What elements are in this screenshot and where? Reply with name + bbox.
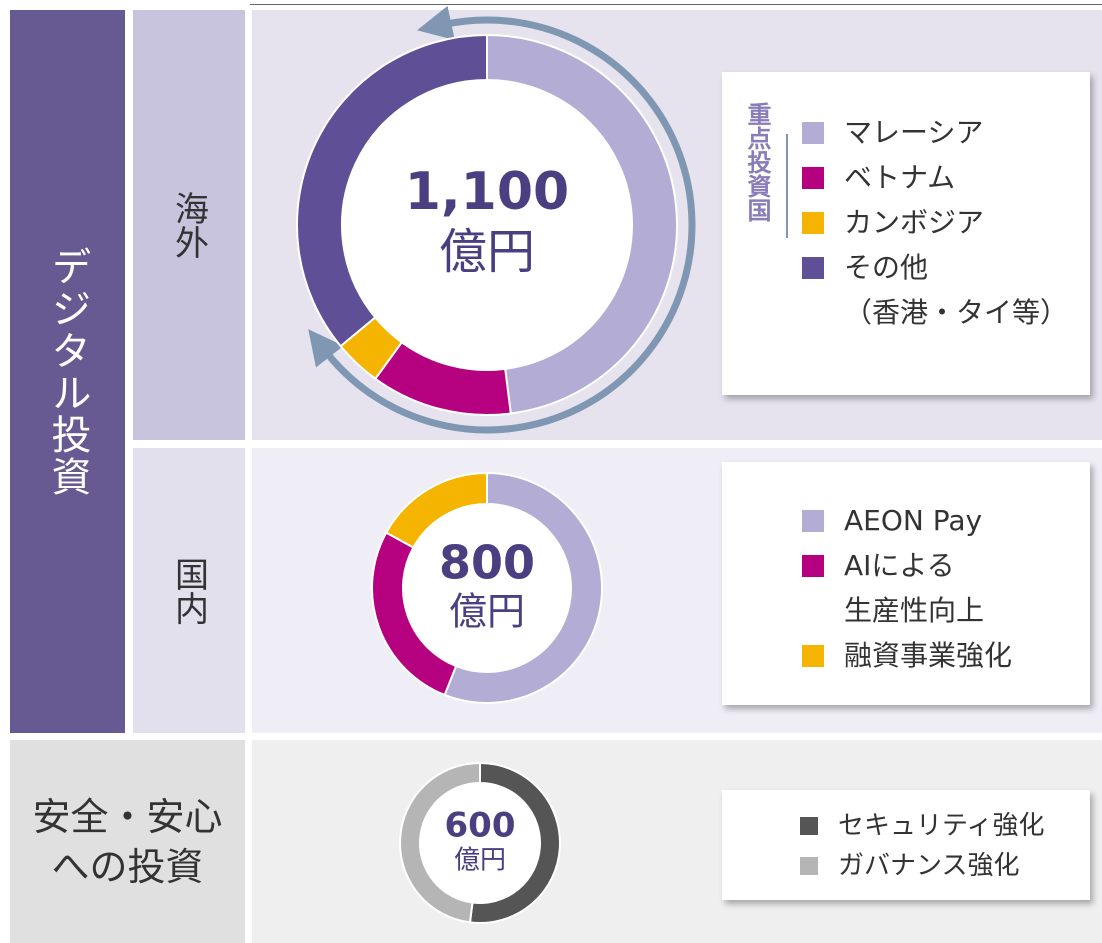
legend-label: カンボジア: [844, 206, 985, 239]
row-label: 国内: [168, 556, 209, 625]
total-label: 600: [445, 806, 516, 846]
donut-hole: [342, 80, 632, 370]
legend-label: AIによる 生産性向上: [844, 549, 985, 627]
legend-item: その他 （香港・タイ等）: [802, 245, 1068, 335]
legend-swatch: [802, 554, 824, 577]
cycle-arrow: [308, 5, 696, 434]
legend-label: セキュリティ強化: [838, 811, 1045, 841]
legend-item: 融資事業強化: [802, 633, 1012, 678]
legend-swatch: [800, 857, 818, 875]
total-label: 800: [439, 536, 535, 590]
group-cell: デジタル投資: [10, 10, 125, 733]
row-label: 安全・安心 への投資: [32, 794, 223, 889]
legend-item: ベトナム: [802, 155, 1068, 200]
unit-label: 億円: [449, 590, 525, 634]
legend-label: AEON Pay: [844, 504, 983, 537]
legend-swatch: [802, 256, 824, 279]
legend-item: マレーシア: [802, 110, 1068, 155]
legend-heading: 重点投資国: [743, 102, 771, 222]
legend-swatch: [802, 644, 824, 667]
legend-swatch: [802, 211, 824, 234]
legend-label: マレーシア: [844, 116, 984, 149]
row-label: 海外: [168, 191, 209, 259]
top-rule: [250, 4, 1102, 5]
legend-swatch: [802, 166, 824, 189]
group-label: デジタル投資: [44, 245, 91, 498]
legend-swatch: [802, 121, 824, 144]
legend-box: セキュリティ強化 ガバナンス強化: [722, 790, 1090, 900]
donut-hole: [403, 504, 571, 672]
bracket: [786, 134, 788, 238]
legend-label: その他 （香港・タイ等）: [844, 251, 1069, 329]
row-cell: 海外: [133, 10, 245, 440]
legend-item: カンボジア: [802, 200, 1068, 245]
legend-label: ベトナム: [844, 161, 956, 194]
unit-label: 億円: [454, 846, 506, 876]
legend-item: AEON Pay: [802, 498, 1012, 543]
legend-label: ガバナンス強化: [838, 851, 1020, 881]
legend-swatch: [802, 509, 824, 532]
legend-item: ガバナンス強化: [800, 846, 1044, 886]
legend-item: AIによる 生産性向上: [802, 543, 1012, 633]
legend-box: 重点投資国 マレーシアベトナムカンボジアその他 （香港・タイ等）: [722, 72, 1090, 395]
legend-label: 融資事業強化: [844, 639, 1013, 672]
donut-hole: [420, 783, 540, 903]
row-cell: 国内: [133, 448, 245, 733]
total-label: 1,100: [405, 162, 569, 222]
row-cell: 安全・安心 への投資: [10, 740, 245, 943]
unit-label: 億円: [439, 224, 535, 280]
legend-box: AEON Pay AIによる 生産性向上融資事業強化: [722, 462, 1090, 705]
legend-item: セキュリティ強化: [800, 806, 1044, 846]
legend-swatch: [800, 817, 818, 835]
